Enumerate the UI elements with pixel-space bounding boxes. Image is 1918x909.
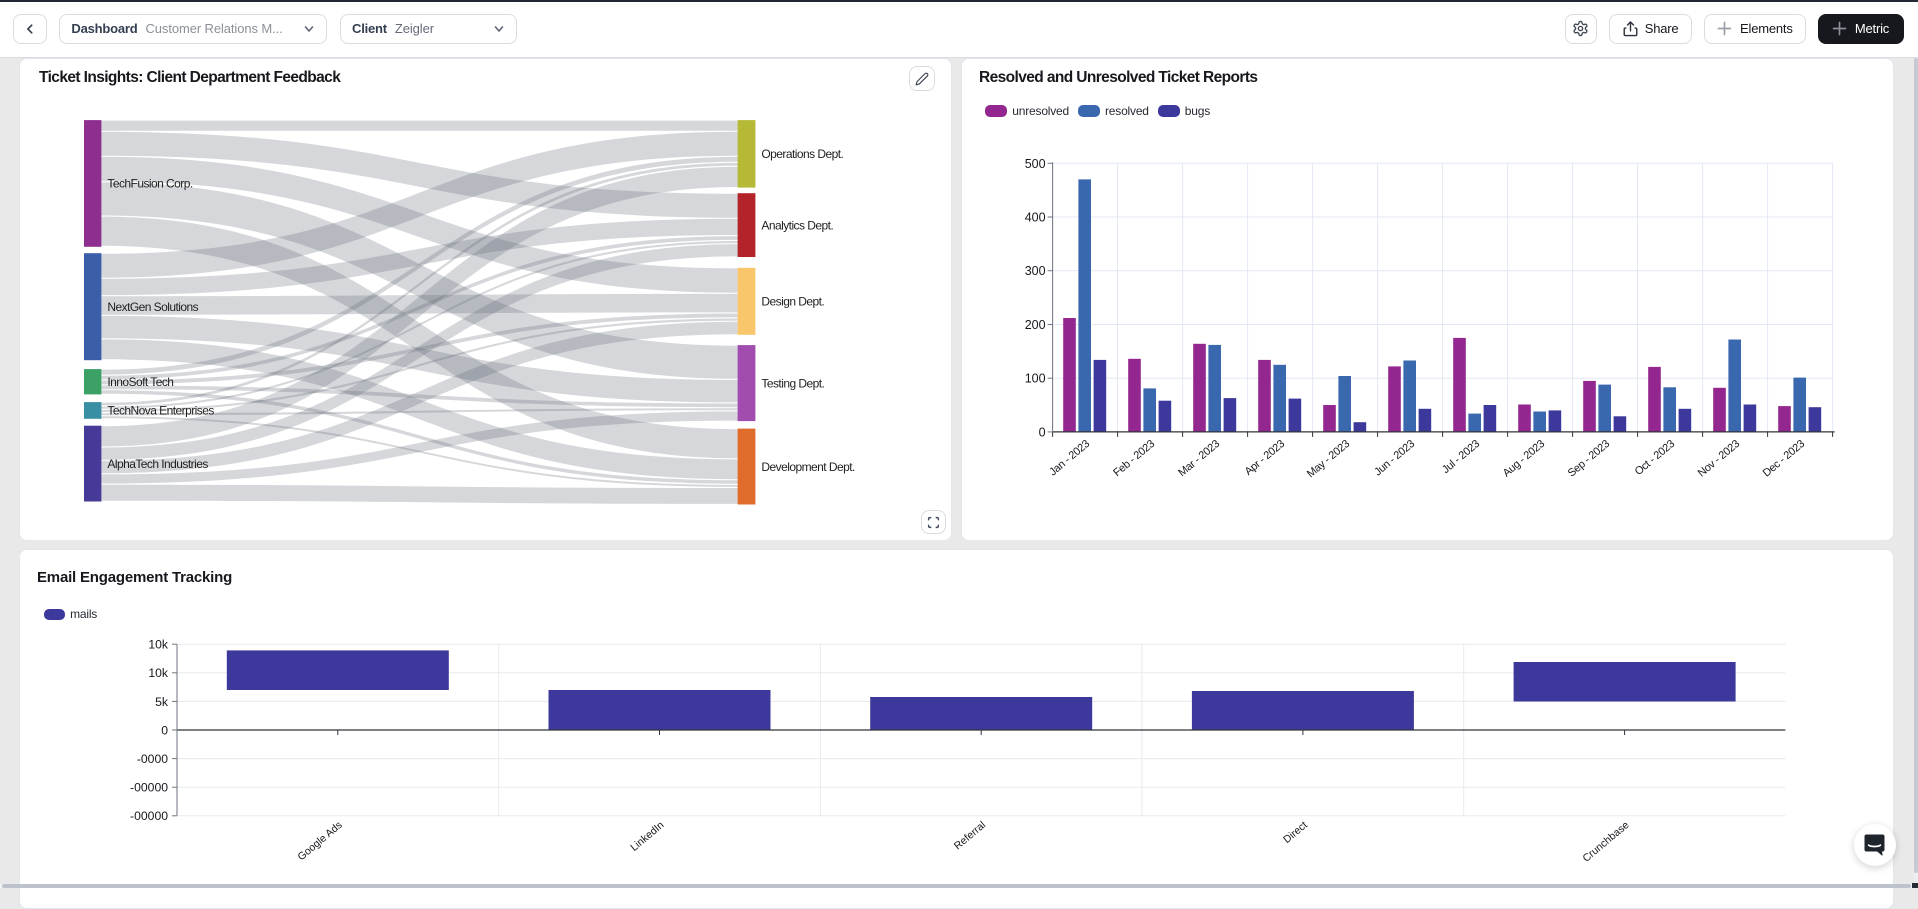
svg-text:Jun - 2023: Jun - 2023 [1372,438,1417,479]
svg-text:5k: 5k [155,695,169,709]
svg-text:Operations Dept.: Operations Dept. [761,147,843,161]
svg-text:Crunchbase: Crunchbase [1580,819,1631,865]
svg-text:NextGen Solutions: NextGen Solutions [107,300,198,314]
svg-text:AlphaTech Industries: AlphaTech Industries [107,457,208,471]
svg-text:Sep - 2023: Sep - 2023 [1566,438,1612,480]
svg-text:Analytics Dept.: Analytics Dept. [761,218,833,232]
svg-text:May - 2023: May - 2023 [1305,438,1352,480]
svg-text:10k: 10k [148,666,169,680]
svg-text:Nov - 2023: Nov - 2023 [1696,438,1742,480]
svg-text:Apr - 2023: Apr - 2023 [1243,438,1288,478]
svg-text:Oct - 2023: Oct - 2023 [1633,438,1678,478]
svg-text:400: 400 [1025,211,1046,225]
svg-text:Jan - 2023: Jan - 2023 [1047,438,1092,479]
svg-text:InnoSoft Tech: InnoSoft Tech [107,375,173,389]
svg-text:-00000: -00000 [130,809,168,823]
svg-text:300: 300 [1025,264,1046,278]
svg-text:10k: 10k [148,638,169,652]
svg-text:-00000: -00000 [130,781,168,795]
svg-text:Referral: Referral [952,819,988,852]
svg-text:200: 200 [1025,318,1046,332]
svg-text:Direct: Direct [1281,819,1310,846]
svg-text:100: 100 [1025,372,1046,386]
svg-text:TechFusion Corp.: TechFusion Corp. [107,177,192,191]
svg-text:-0000: -0000 [137,752,168,766]
svg-text:LinkedIn: LinkedIn [628,819,666,854]
svg-text:Jul - 2023: Jul - 2023 [1440,438,1482,476]
svg-text:Feb - 2023: Feb - 2023 [1111,438,1157,479]
svg-text:Design Dept.: Design Dept. [761,295,824,309]
svg-text:0: 0 [161,723,168,737]
svg-text:Dec - 2023: Dec - 2023 [1761,438,1807,480]
svg-text:500: 500 [1025,157,1046,171]
svg-text:Mar - 2023: Mar - 2023 [1176,438,1222,479]
svg-text:Development Dept.: Development Dept. [761,460,855,474]
svg-text:TechNova Enterprises: TechNova Enterprises [107,404,214,418]
svg-text:0: 0 [1039,425,1046,439]
svg-text:Testing Dept.: Testing Dept. [761,376,824,390]
svg-text:Aug - 2023: Aug - 2023 [1501,438,1547,480]
svg-text:Google Ads: Google Ads [295,819,344,863]
